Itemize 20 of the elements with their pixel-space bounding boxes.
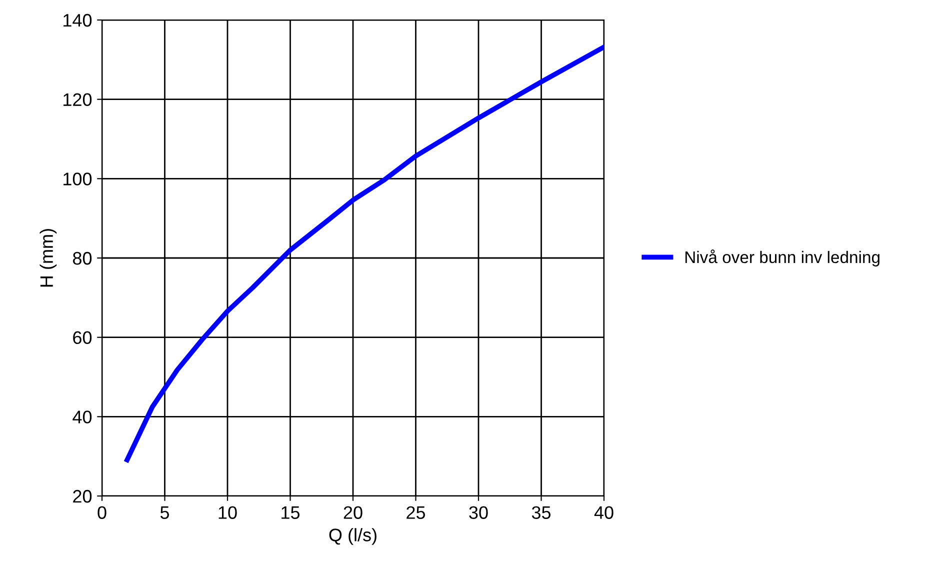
x-tick-label: 10: [218, 506, 237, 519]
x-tick-label: 40: [594, 506, 614, 519]
y-tick-label: 20: [73, 490, 92, 503]
x-tick-label: 35: [532, 506, 551, 519]
y-axis-title: H (mm): [40, 229, 57, 287]
x-tick-label: 0: [98, 506, 106, 519]
y-tick-label: 100: [64, 172, 92, 186]
legend-label: Nivå over bunn inv ledning: [685, 250, 880, 266]
x-tick-label: 25: [406, 506, 426, 519]
x-tick-label: 5: [160, 506, 170, 519]
y-tick-label: 80: [72, 252, 92, 265]
y-tick-label: 120: [64, 93, 92, 106]
x-tick-label: 15: [282, 506, 300, 519]
y-tick-label: 140: [64, 14, 92, 27]
x-axis-title: Q (l/s): [329, 528, 376, 545]
x-tick-label: 30: [469, 506, 488, 519]
x-tick-label: 20: [344, 506, 362, 519]
line-series: [124, 44, 604, 462]
y-tick-label: 60: [73, 331, 92, 344]
y-tick-label: 40: [72, 410, 92, 424]
